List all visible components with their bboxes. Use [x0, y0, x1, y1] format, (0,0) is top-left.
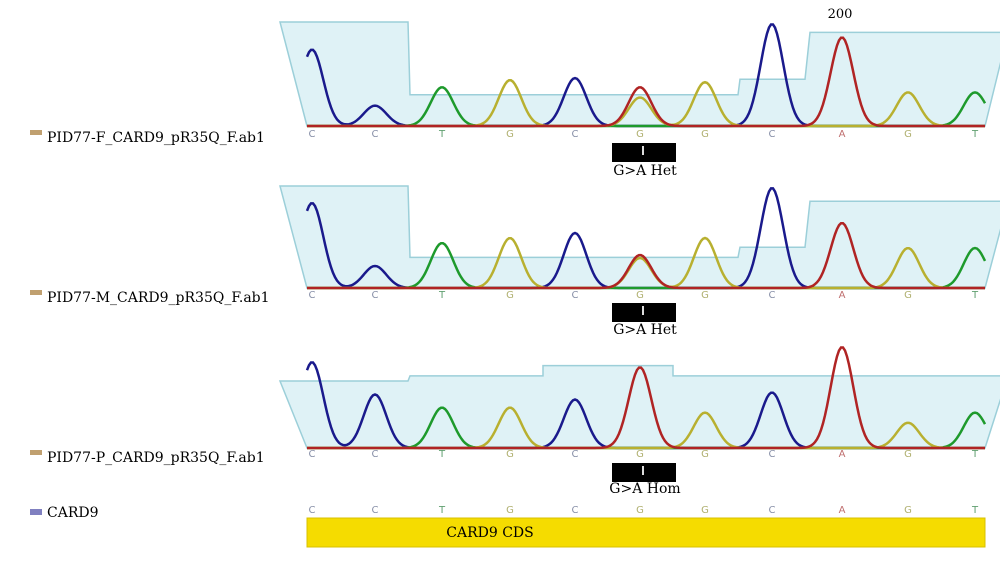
ref-base: T — [971, 505, 979, 516]
annotation: G>A Hom — [609, 481, 680, 497]
base: G — [636, 449, 644, 460]
track-label: PID77-F_CARD9_pR35Q_F.ab1 — [47, 130, 265, 146]
trace — [307, 222, 985, 290]
annotation: G>A Het — [613, 322, 677, 338]
base: C — [769, 129, 776, 140]
ref-base: C — [769, 505, 776, 516]
position-marker: 200 — [828, 7, 853, 22]
base: C — [372, 449, 379, 460]
base: C — [309, 129, 316, 140]
quality-bg — [279, 185, 1000, 289]
base: C — [572, 290, 579, 301]
base: G — [701, 129, 709, 140]
base: C — [309, 449, 316, 460]
base: G — [506, 129, 514, 140]
ref-icon — [30, 509, 42, 515]
quality-bg — [279, 21, 1000, 127]
ref-base: C — [572, 505, 579, 516]
base: T — [971, 129, 979, 140]
feature-label: CARD9 CDS — [446, 525, 533, 541]
ref-base: C — [309, 505, 316, 516]
file-icon — [30, 290, 42, 295]
base: G — [636, 290, 644, 301]
base: G — [701, 449, 709, 460]
ref-base: T — [438, 505, 446, 516]
ref-base: C — [372, 505, 379, 516]
base: A — [839, 449, 846, 460]
base: G — [506, 290, 514, 301]
ref-base: G — [701, 505, 709, 516]
file-icon — [30, 130, 42, 135]
track-label: PID77-P_CARD9_pR35Q_F.ab1 — [47, 450, 265, 466]
base: C — [309, 290, 316, 301]
base: G — [904, 449, 912, 460]
base: T — [971, 290, 979, 301]
ref-base: G — [904, 505, 912, 516]
trace — [307, 36, 985, 128]
base: T — [438, 290, 446, 301]
ref-base: G — [636, 505, 644, 516]
quality-bg — [278, 364, 1000, 449]
base: C — [572, 449, 579, 460]
trace — [307, 346, 985, 450]
track-label: PID77-M_CARD9_pR35Q_F.ab1 — [47, 290, 270, 306]
base: A — [839, 129, 846, 140]
base: G — [904, 290, 912, 301]
base: C — [372, 129, 379, 140]
ref-base: A — [839, 505, 846, 516]
cds-bar — [306, 517, 986, 548]
ref-base: G — [506, 505, 514, 516]
base: T — [971, 449, 979, 460]
base: A — [839, 290, 846, 301]
file-icon — [30, 450, 42, 455]
base: C — [572, 129, 579, 140]
ref-label: CARD9 — [47, 505, 99, 521]
base: C — [769, 290, 776, 301]
base: C — [769, 449, 776, 460]
base: G — [904, 129, 912, 140]
base: G — [506, 449, 514, 460]
base: T — [438, 449, 446, 460]
base: G — [636, 129, 644, 140]
base: G — [701, 290, 709, 301]
base: C — [372, 290, 379, 301]
annotation: G>A Het — [613, 163, 677, 179]
base: T — [438, 129, 446, 140]
